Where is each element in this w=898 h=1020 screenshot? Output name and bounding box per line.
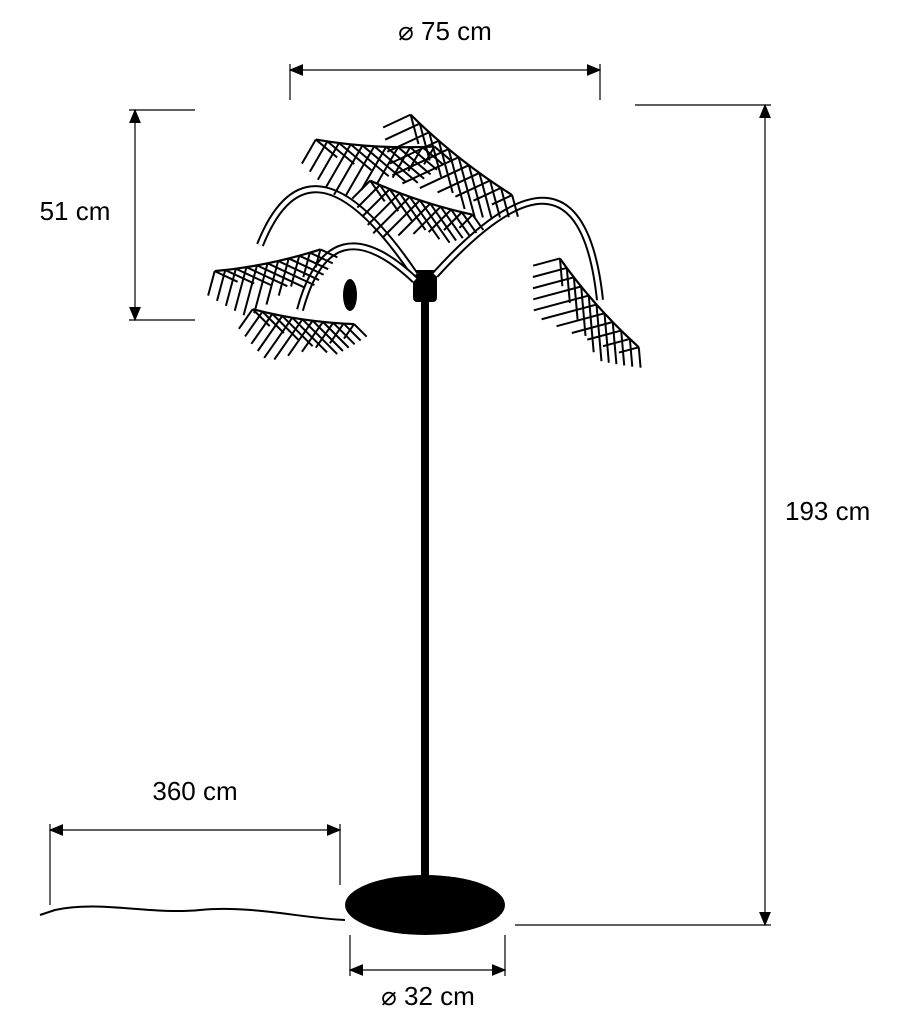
dimension-diagram: ⌀ 75 cm 51 cm 193 cm 360 cm ⌀ 32 cm xyxy=(0,0,898,1020)
dim-total-label: 193 cm xyxy=(785,496,870,526)
dim-base-diameter: ⌀ 32 cm xyxy=(350,935,505,1011)
dim-base-label: ⌀ 32 cm xyxy=(381,981,475,1011)
dim-top-label: ⌀ 75 cm xyxy=(398,16,492,46)
lamp-illustration xyxy=(40,106,665,935)
dim-cable-label: 360 cm xyxy=(152,776,237,806)
pole-collar xyxy=(413,270,437,302)
power-cable xyxy=(40,906,345,920)
lamp-pole xyxy=(421,300,429,880)
dim-head-height: 51 cm xyxy=(40,110,195,320)
lamp-base xyxy=(345,875,505,935)
dim-top-diameter: ⌀ 75 cm xyxy=(290,16,600,100)
dim-total-height: 193 cm xyxy=(515,105,870,925)
palm-fronds xyxy=(200,106,665,381)
dim-head-label: 51 cm xyxy=(40,196,111,226)
dim-cable-length: 360 cm xyxy=(50,776,340,905)
bulb-socket xyxy=(343,279,357,311)
